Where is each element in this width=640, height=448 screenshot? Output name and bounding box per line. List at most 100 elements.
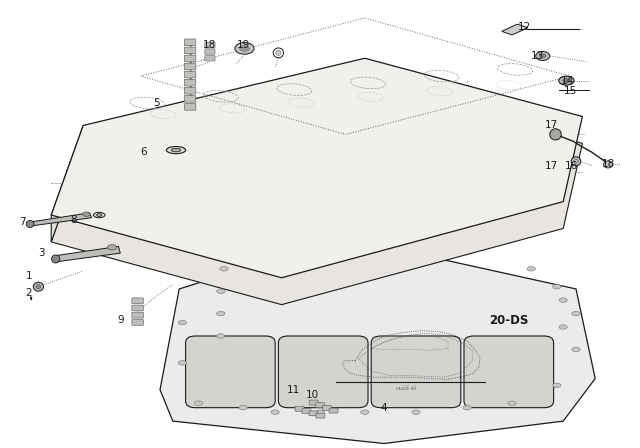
FancyBboxPatch shape	[132, 298, 143, 304]
Text: 17: 17	[545, 161, 558, 171]
Ellipse shape	[550, 129, 561, 140]
Text: 18: 18	[602, 159, 614, 168]
Text: 9: 9	[117, 315, 124, 325]
Text: 5: 5	[154, 98, 160, 108]
Ellipse shape	[178, 320, 187, 325]
Text: uuûî·éî: uuûî·éî	[396, 386, 417, 391]
Text: 12: 12	[518, 22, 531, 32]
Ellipse shape	[36, 284, 41, 289]
Ellipse shape	[540, 54, 546, 58]
Ellipse shape	[276, 50, 281, 55]
Text: 15: 15	[564, 86, 577, 96]
Ellipse shape	[278, 240, 286, 244]
Ellipse shape	[216, 311, 225, 316]
Text: 3: 3	[38, 248, 45, 258]
Ellipse shape	[559, 76, 574, 85]
FancyBboxPatch shape	[132, 312, 143, 318]
Ellipse shape	[360, 410, 369, 414]
Ellipse shape	[239, 405, 248, 410]
FancyBboxPatch shape	[132, 319, 143, 325]
Text: 19: 19	[237, 40, 250, 50]
Ellipse shape	[463, 405, 472, 410]
Ellipse shape	[33, 282, 44, 291]
Ellipse shape	[195, 401, 202, 405]
Ellipse shape	[26, 220, 34, 228]
FancyBboxPatch shape	[323, 405, 332, 410]
FancyBboxPatch shape	[278, 336, 368, 408]
Text: 14: 14	[561, 76, 574, 86]
FancyBboxPatch shape	[184, 87, 196, 94]
FancyBboxPatch shape	[316, 413, 325, 418]
Polygon shape	[51, 58, 582, 278]
Ellipse shape	[572, 347, 580, 352]
Ellipse shape	[108, 245, 116, 250]
Ellipse shape	[316, 244, 324, 249]
Ellipse shape	[216, 289, 225, 293]
Polygon shape	[51, 125, 83, 242]
Text: 18: 18	[203, 40, 216, 50]
Text: 8: 8	[70, 215, 77, 224]
Ellipse shape	[572, 311, 580, 316]
FancyBboxPatch shape	[316, 403, 324, 408]
FancyBboxPatch shape	[309, 411, 318, 416]
FancyBboxPatch shape	[184, 95, 196, 102]
Ellipse shape	[412, 410, 420, 414]
Polygon shape	[160, 237, 595, 444]
Ellipse shape	[536, 52, 550, 60]
Ellipse shape	[508, 401, 516, 405]
Polygon shape	[51, 85, 582, 305]
FancyBboxPatch shape	[184, 79, 196, 86]
Text: 6: 6	[141, 147, 147, 157]
FancyBboxPatch shape	[205, 49, 215, 54]
Ellipse shape	[97, 214, 102, 216]
FancyBboxPatch shape	[184, 103, 196, 110]
Ellipse shape	[240, 46, 250, 51]
Ellipse shape	[527, 267, 535, 271]
Ellipse shape	[172, 148, 181, 152]
Ellipse shape	[553, 284, 561, 289]
FancyBboxPatch shape	[184, 47, 196, 54]
Ellipse shape	[93, 212, 105, 218]
Text: 16: 16	[565, 161, 578, 171]
Ellipse shape	[239, 249, 248, 253]
FancyBboxPatch shape	[184, 63, 196, 70]
Ellipse shape	[563, 79, 570, 83]
Polygon shape	[29, 213, 92, 226]
Ellipse shape	[178, 361, 187, 365]
Text: 4: 4	[381, 403, 387, 413]
FancyBboxPatch shape	[186, 336, 275, 408]
Text: 11: 11	[287, 385, 300, 395]
Text: 13: 13	[531, 51, 544, 61]
Polygon shape	[502, 24, 528, 35]
Text: 7: 7	[19, 217, 26, 227]
Ellipse shape	[559, 298, 568, 302]
FancyBboxPatch shape	[464, 336, 554, 408]
Ellipse shape	[83, 212, 90, 216]
Text: 20-DS: 20-DS	[489, 314, 529, 327]
Ellipse shape	[572, 157, 581, 166]
Ellipse shape	[316, 410, 324, 414]
FancyBboxPatch shape	[205, 56, 215, 61]
Ellipse shape	[166, 146, 186, 154]
Text: 1: 1	[26, 271, 32, 280]
FancyBboxPatch shape	[329, 408, 338, 413]
FancyBboxPatch shape	[205, 42, 215, 47]
Ellipse shape	[216, 334, 225, 338]
Text: 10: 10	[306, 390, 319, 400]
Ellipse shape	[235, 43, 254, 54]
Ellipse shape	[271, 410, 280, 414]
Text: 17: 17	[545, 121, 558, 130]
FancyBboxPatch shape	[184, 55, 196, 62]
Text: 2: 2	[26, 289, 32, 298]
Ellipse shape	[51, 255, 60, 263]
FancyBboxPatch shape	[184, 39, 196, 46]
Polygon shape	[54, 246, 120, 262]
FancyBboxPatch shape	[371, 336, 461, 408]
FancyBboxPatch shape	[132, 305, 143, 311]
Ellipse shape	[220, 267, 228, 271]
Ellipse shape	[553, 383, 561, 388]
Ellipse shape	[604, 161, 612, 168]
FancyBboxPatch shape	[184, 71, 196, 78]
FancyBboxPatch shape	[302, 409, 311, 414]
FancyBboxPatch shape	[295, 406, 304, 411]
